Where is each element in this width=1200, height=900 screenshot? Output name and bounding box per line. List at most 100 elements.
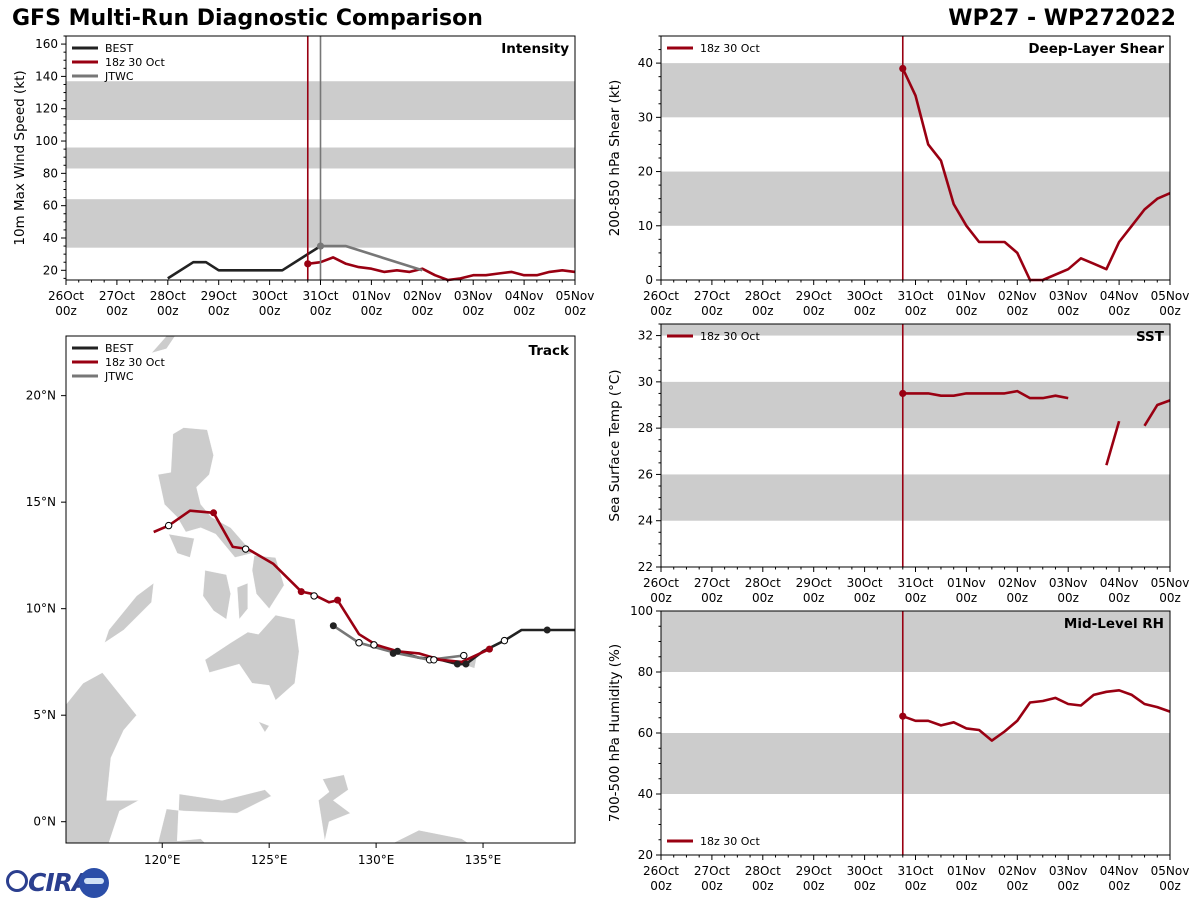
- x-tick-label: 00z: [259, 304, 281, 318]
- x-tick-label: 00z: [803, 591, 825, 605]
- track-map: 120°E 125°E 130°E 135°E 0°N 5°N 10°N 15°N 20°N Tr…: [26, 335, 576, 867]
- x-tick-label: 28Oct: [150, 289, 186, 303]
- track-marker-open: [355, 639, 363, 647]
- track-marker-filled: [334, 596, 342, 604]
- x-tick-label: 31Oct: [897, 289, 933, 303]
- x-tick-label: 30Oct: [847, 289, 883, 303]
- track-marker-open: [430, 656, 438, 664]
- x-tick-label: 05Nov: [1151, 289, 1190, 303]
- y-tick-label: 60: [43, 199, 58, 213]
- lat-tick-label: 20°N: [26, 389, 56, 403]
- x-tick-label: 29Oct: [201, 289, 237, 303]
- lon-tick-label: 125°E: [251, 853, 288, 867]
- land-polygon: [258, 721, 270, 733]
- x-tick-label: 26Oct: [48, 289, 84, 303]
- series-line: [167, 245, 322, 280]
- x-tick-label: 03Nov: [1049, 289, 1088, 303]
- threshold-band: [661, 474, 1170, 521]
- x-tick-label: 01Nov: [947, 576, 986, 590]
- x-tick-label: 00z: [1007, 591, 1029, 605]
- x-tick-label: 01Nov: [947, 289, 986, 303]
- y-tick-label: 60: [638, 726, 653, 740]
- legend-label: 18z 30 Oct: [105, 56, 165, 69]
- x-tick-label: 00z: [956, 304, 978, 318]
- series-line: [320, 244, 423, 272]
- x-tick-label: 00z: [361, 304, 383, 318]
- rh-chart: 26Oct00z27Oct00z28Oct00z29Oct00z30Oct00z…: [607, 604, 1189, 893]
- y-tick-label: 160: [35, 37, 58, 51]
- x-tick-label: 04Nov: [1100, 289, 1139, 303]
- y-tick-label: 80: [43, 166, 58, 180]
- y-tick-label: 20: [43, 263, 58, 277]
- series-line: [902, 389, 1069, 400]
- shear-chart: 26Oct00z27Oct00z28Oct00z29Oct00z30Oct00z…: [607, 35, 1190, 318]
- track-line: [332, 624, 464, 662]
- x-tick-label: 00z: [106, 304, 128, 318]
- series-marker: [899, 389, 907, 398]
- series-marker: [316, 242, 325, 250]
- threshold-band: [661, 63, 1170, 118]
- lat-tick-label: 0°N: [33, 815, 56, 829]
- legend-label: 18z 30 Oct: [700, 42, 760, 55]
- x-tick-label: 05Nov: [1151, 576, 1190, 590]
- x-tick-label: 00z: [157, 304, 179, 318]
- y-tick-label: 28: [638, 421, 653, 435]
- x-tick-label: 00z: [462, 304, 484, 318]
- x-tick-label: 00z: [854, 304, 876, 318]
- lat-tick-label: 10°N: [26, 602, 56, 616]
- threshold-band: [661, 611, 1170, 672]
- series-line: [902, 689, 1171, 742]
- x-tick-label: 26Oct: [643, 576, 679, 590]
- x-tick-label: 00z: [752, 591, 774, 605]
- x-tick-label: 00z: [956, 591, 978, 605]
- x-tick-label: 00z: [1108, 879, 1130, 893]
- track-marker-open: [164, 521, 173, 530]
- x-tick-label: 00z: [701, 591, 723, 605]
- x-tick-label: 04Nov: [1100, 576, 1139, 590]
- intensity-chart: 26Oct00z27Oct00z28Oct00z29Oct00z30Oct00z…: [12, 35, 595, 318]
- x-tick-label: 00z: [1159, 304, 1181, 318]
- x-tick-label: 29Oct: [796, 289, 832, 303]
- panel-title: Intensity: [501, 41, 569, 57]
- land-polygon: [66, 672, 139, 843]
- x-tick-label: 31Oct: [897, 864, 933, 878]
- track-marker-filled: [297, 588, 305, 596]
- x-tick-label: 00z: [1057, 879, 1079, 893]
- land-polygon: [202, 570, 231, 620]
- logo-globe-icon: [79, 868, 109, 898]
- x-tick-label: 29Oct: [796, 576, 832, 590]
- x-tick-label: 02Nov: [998, 864, 1037, 878]
- plot-frame: [660, 323, 1171, 568]
- series-line: [307, 256, 576, 282]
- land-layer: [66, 336, 477, 843]
- legend-label: 18z 30 Oct: [700, 330, 760, 343]
- y-tick-label: 32: [638, 329, 653, 343]
- lat-tick-label: 15°N: [26, 495, 56, 509]
- y-tick-label: 30: [638, 110, 653, 124]
- x-tick-label: 00z: [412, 304, 434, 318]
- land-polygon: [168, 533, 195, 558]
- legend-label: 18z 30 Oct: [105, 356, 165, 369]
- panel-title: Deep-Layer Shear: [1028, 41, 1164, 57]
- y-tick-label: 80: [638, 665, 653, 679]
- y-tick-label: 26: [638, 467, 653, 481]
- x-tick-label: 04Nov: [505, 289, 544, 303]
- series-line: [1105, 420, 1121, 466]
- x-tick-label: 00z: [905, 304, 927, 318]
- y-tick-label: 40: [638, 787, 653, 801]
- y-axis-label: 10m Max Wind Speed (kt): [12, 70, 28, 245]
- track-marker-filled: [210, 509, 218, 517]
- x-tick-label: 28Oct: [745, 289, 781, 303]
- x-tick-label: 00z: [310, 304, 332, 318]
- x-tick-label: 27Oct: [694, 576, 730, 590]
- x-tick-label: 00z: [1007, 879, 1029, 893]
- page-title: GFS Multi-Run Diagnostic Comparison: [12, 6, 483, 31]
- x-tick-label: 05Nov: [556, 289, 595, 303]
- track-marker-filled: [462, 660, 470, 668]
- x-tick-label: 31Oct: [897, 576, 933, 590]
- track-layer: [153, 509, 575, 668]
- track-marker-filled: [389, 649, 397, 657]
- track-line: [153, 509, 491, 664]
- track-marker-filled: [453, 660, 461, 668]
- y-tick-label: 120: [35, 102, 58, 116]
